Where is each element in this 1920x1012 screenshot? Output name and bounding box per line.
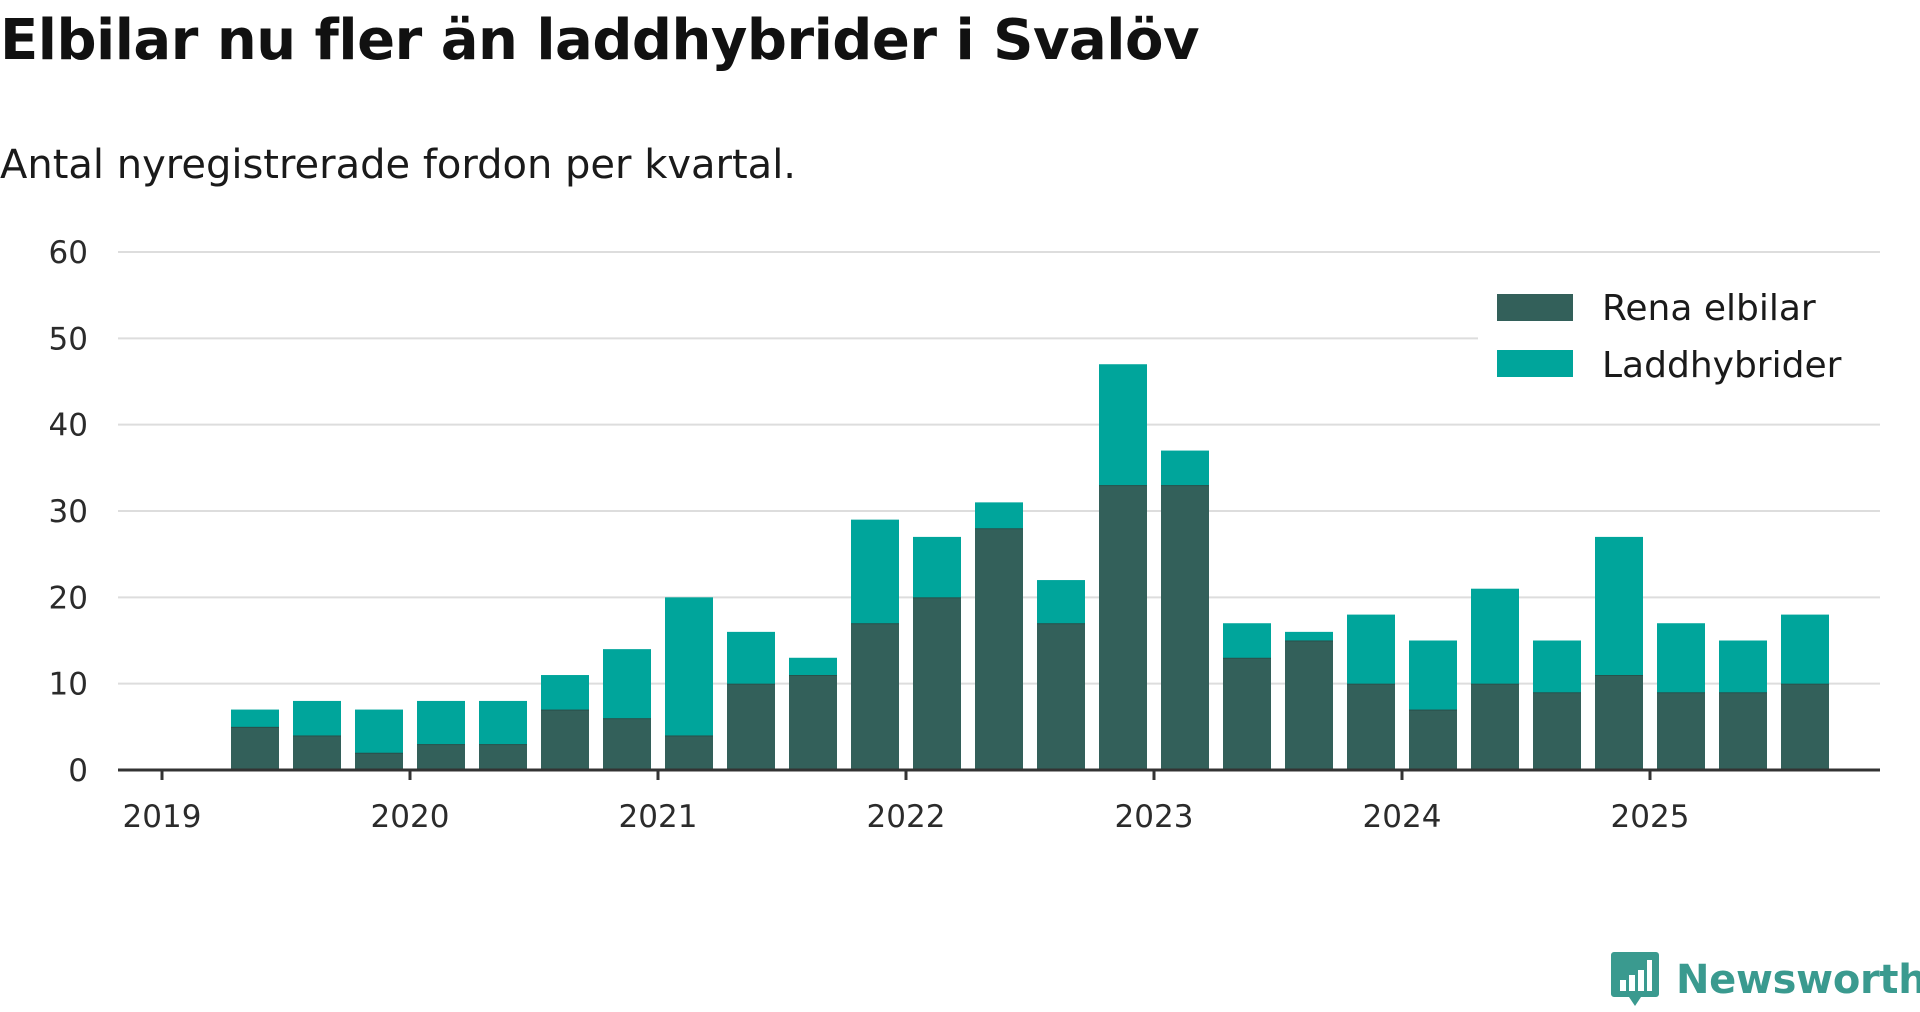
legend-label-laddhybrider: Laddhybrider (1602, 345, 1842, 386)
bar-laddhybrider-2024-Q3 (1533, 640, 1581, 693)
bar-rena-elbilar-2025-Q2 (1719, 692, 1767, 770)
bar-laddhybrider-2021-Q3 (789, 657, 837, 676)
bar-rena-elbilar-2019-Q2 (231, 726, 279, 770)
x-tick-label-2024: 2024 (1363, 799, 1442, 835)
bar-laddhybrider-2022-Q2 (975, 502, 1023, 529)
bar-rena-elbilar-2024-Q4 (1595, 675, 1643, 770)
bar-laddhybrider-2025-Q2 (1719, 640, 1767, 693)
bar-rena-elbilar-2022-Q1 (913, 597, 961, 770)
bar-laddhybrider-2019-Q3 (293, 700, 341, 736)
x-tick-label-2021: 2021 (619, 799, 698, 835)
newsworthy-logo-icon (1611, 952, 1659, 1006)
bar-rena-elbilar-2025-Q1 (1657, 692, 1705, 770)
chart-title: Elbilar nu fler än laddhybrider i Svalöv (0, 8, 1199, 73)
bar-laddhybrider-2021-Q2 (727, 631, 775, 684)
bar-rena-elbilar-2024-Q2 (1471, 683, 1519, 770)
bars (231, 364, 1829, 770)
bar-laddhybrider-2021-Q4 (851, 519, 899, 624)
brand-name: Newsworthy (1676, 957, 1920, 1003)
legend: Rena elbilar Laddhybrider (1478, 280, 1888, 390)
bar-laddhybrider-2019-Q2 (231, 709, 279, 727)
bar-rena-elbilar-2025-Q3 (1781, 683, 1829, 770)
bar-laddhybrider-2022-Q4 (1099, 364, 1147, 486)
bar-laddhybrider-2023-Q4 (1347, 614, 1395, 684)
x-tick-label-2020: 2020 (371, 799, 450, 835)
bar-rena-elbilar-2020-Q4 (603, 718, 651, 770)
bar-rena-elbilar-2023-Q1 (1161, 485, 1209, 770)
bar-rena-elbilar-2021-Q2 (727, 683, 775, 770)
legend-label-rena-elbilar: Rena elbilar (1602, 288, 1816, 329)
bar-rena-elbilar-2023-Q4 (1347, 683, 1395, 770)
bar-rena-elbilar-2022-Q3 (1037, 623, 1085, 770)
bar-laddhybrider-2025-Q1 (1657, 623, 1705, 693)
bar-laddhybrider-2020-Q2 (479, 700, 527, 745)
bar-rena-elbilar-2020-Q3 (541, 709, 589, 770)
bar-laddhybrider-2022-Q1 (913, 536, 961, 598)
bar-rena-elbilar-2019-Q3 (293, 735, 341, 770)
bar-laddhybrider-2024-Q2 (1471, 588, 1519, 684)
y-tick-label-60: 60 (49, 235, 88, 271)
bar-laddhybrider-2025-Q3 (1781, 614, 1829, 684)
bar-rena-elbilar-2021-Q4 (851, 623, 899, 770)
bar-rena-elbilar-2024-Q3 (1533, 692, 1581, 770)
bar-laddhybrider-2019-Q4 (355, 709, 403, 753)
x-tick-label-2019: 2019 (123, 799, 202, 835)
bar-laddhybrider-2022-Q3 (1037, 580, 1085, 624)
y-tick-label-30: 30 (49, 494, 88, 530)
bar-rena-elbilar-2023-Q3 (1285, 640, 1333, 770)
chart-subtitle: Antal nyregistrerade fordon per kvartal. (0, 142, 797, 188)
bar-laddhybrider-2021-Q1 (665, 597, 713, 736)
x-tick-label-2023: 2023 (1115, 799, 1194, 835)
y-tick-label-40: 40 (49, 408, 88, 444)
x-tick-label-2025: 2025 (1611, 799, 1690, 835)
bar-laddhybrider-2023-Q1 (1161, 450, 1209, 486)
bar-laddhybrider-2024-Q4 (1595, 536, 1643, 676)
bar-rena-elbilar-2022-Q4 (1099, 485, 1147, 770)
y-tick-label-20: 20 (49, 580, 88, 616)
y-axis-ticks: 0 10 20 30 40 50 60 (49, 235, 88, 789)
bar-laddhybrider-2020-Q4 (603, 649, 651, 719)
x-axis: 2019 2020 2021 2022 2023 2024 2025 (118, 768, 1880, 835)
legend-swatch-laddhybrider (1497, 350, 1573, 377)
x-tick-label-2022: 2022 (867, 799, 946, 835)
bar-rena-elbilar-2024-Q1 (1409, 709, 1457, 770)
bar-laddhybrider-2023-Q3 (1285, 631, 1333, 641)
bar-rena-elbilar-2019-Q4 (355, 752, 403, 770)
y-tick-label-50: 50 (49, 321, 88, 357)
bar-rena-elbilar-2021-Q1 (665, 735, 713, 770)
bar-rena-elbilar-2022-Q2 (975, 528, 1023, 770)
y-tick-label-0: 0 (68, 753, 88, 789)
y-tick-label-10: 10 (49, 667, 88, 703)
bar-laddhybrider-2020-Q3 (541, 675, 589, 710)
bar-rena-elbilar-2023-Q2 (1223, 657, 1271, 770)
legend-swatch-rena-elbilar (1497, 294, 1573, 321)
bar-rena-elbilar-2021-Q3 (789, 675, 837, 770)
bar-laddhybrider-2024-Q1 (1409, 640, 1457, 710)
bar-rena-elbilar-2020-Q1 (417, 744, 465, 770)
brand-logo: Newsworthy (1610, 948, 1920, 1012)
bar-rena-elbilar-2020-Q2 (479, 744, 527, 770)
bar-laddhybrider-2023-Q2 (1223, 623, 1271, 658)
bar-laddhybrider-2020-Q1 (417, 700, 465, 745)
